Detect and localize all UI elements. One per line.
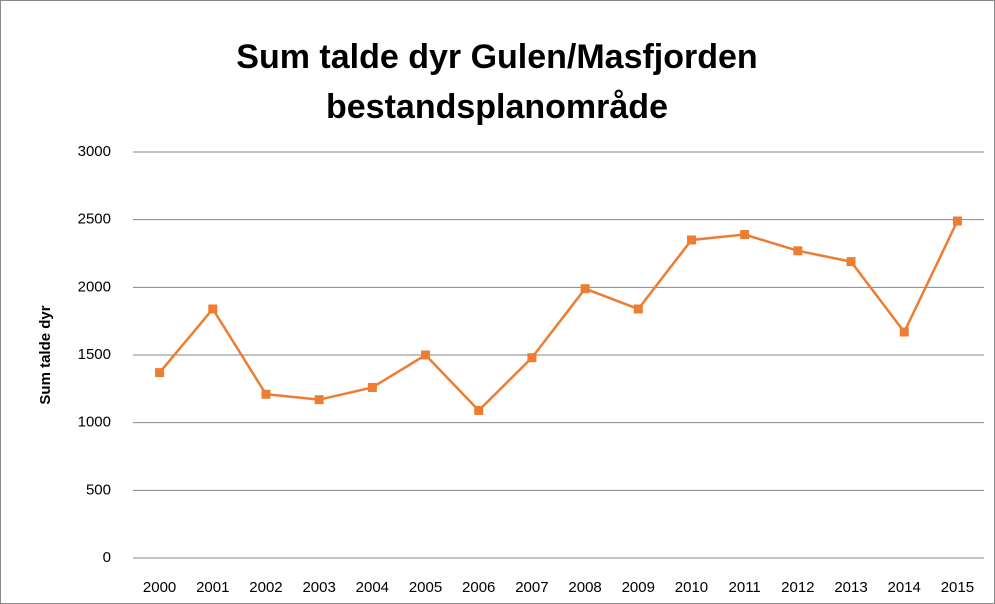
x-tick-label: 2007: [515, 579, 548, 596]
x-tick-label: 2004: [356, 579, 389, 596]
marker: [740, 230, 750, 240]
y-tick-label: 2500: [78, 211, 111, 228]
x-tick-label: 2005: [409, 579, 442, 596]
y-tick-label: 500: [86, 481, 111, 498]
marker: [793, 246, 803, 256]
x-tick-label: 2001: [196, 579, 229, 596]
marker: [527, 353, 537, 363]
x-tick-label: 2014: [888, 579, 921, 596]
line-series: [158, 220, 959, 413]
marker: [208, 304, 218, 314]
marker: [580, 284, 590, 294]
x-tick-label: 2013: [834, 579, 867, 596]
chart-title: Sum talde dyr Gulen/Masfjorden bestandsp…: [236, 38, 758, 126]
y-tick-label: 2000: [78, 278, 111, 295]
marker: [314, 395, 324, 405]
marker: [952, 216, 962, 226]
x-tick-label: 2015: [941, 579, 974, 596]
y-tick-label: 1000: [78, 414, 111, 431]
x-tick-label: 2008: [568, 579, 601, 596]
marker: [261, 389, 271, 399]
marker: [899, 327, 909, 337]
x-tick-label: 2009: [622, 579, 655, 596]
x-tick-label: 2000: [143, 579, 176, 596]
marker: [846, 257, 856, 267]
y-tick-label: 1500: [78, 346, 111, 363]
x-tick-label: 2012: [781, 579, 814, 596]
marker: [367, 382, 377, 392]
marker: [155, 368, 165, 378]
x-tick-label: 2011: [729, 579, 761, 596]
y-tick-label: 0: [103, 549, 111, 566]
x-tick-label: 2002: [249, 579, 282, 596]
marker: [686, 235, 696, 245]
marker: [633, 304, 643, 314]
marker: [421, 350, 431, 360]
x-tick-label: 2010: [675, 579, 708, 596]
x-tick-label: 2003: [302, 579, 335, 596]
x-tick-label: 2006: [462, 579, 495, 596]
y-axis-label: Sum talde dyr: [37, 305, 54, 404]
y-tick-label: 3000: [78, 143, 111, 160]
marker: [474, 405, 484, 415]
